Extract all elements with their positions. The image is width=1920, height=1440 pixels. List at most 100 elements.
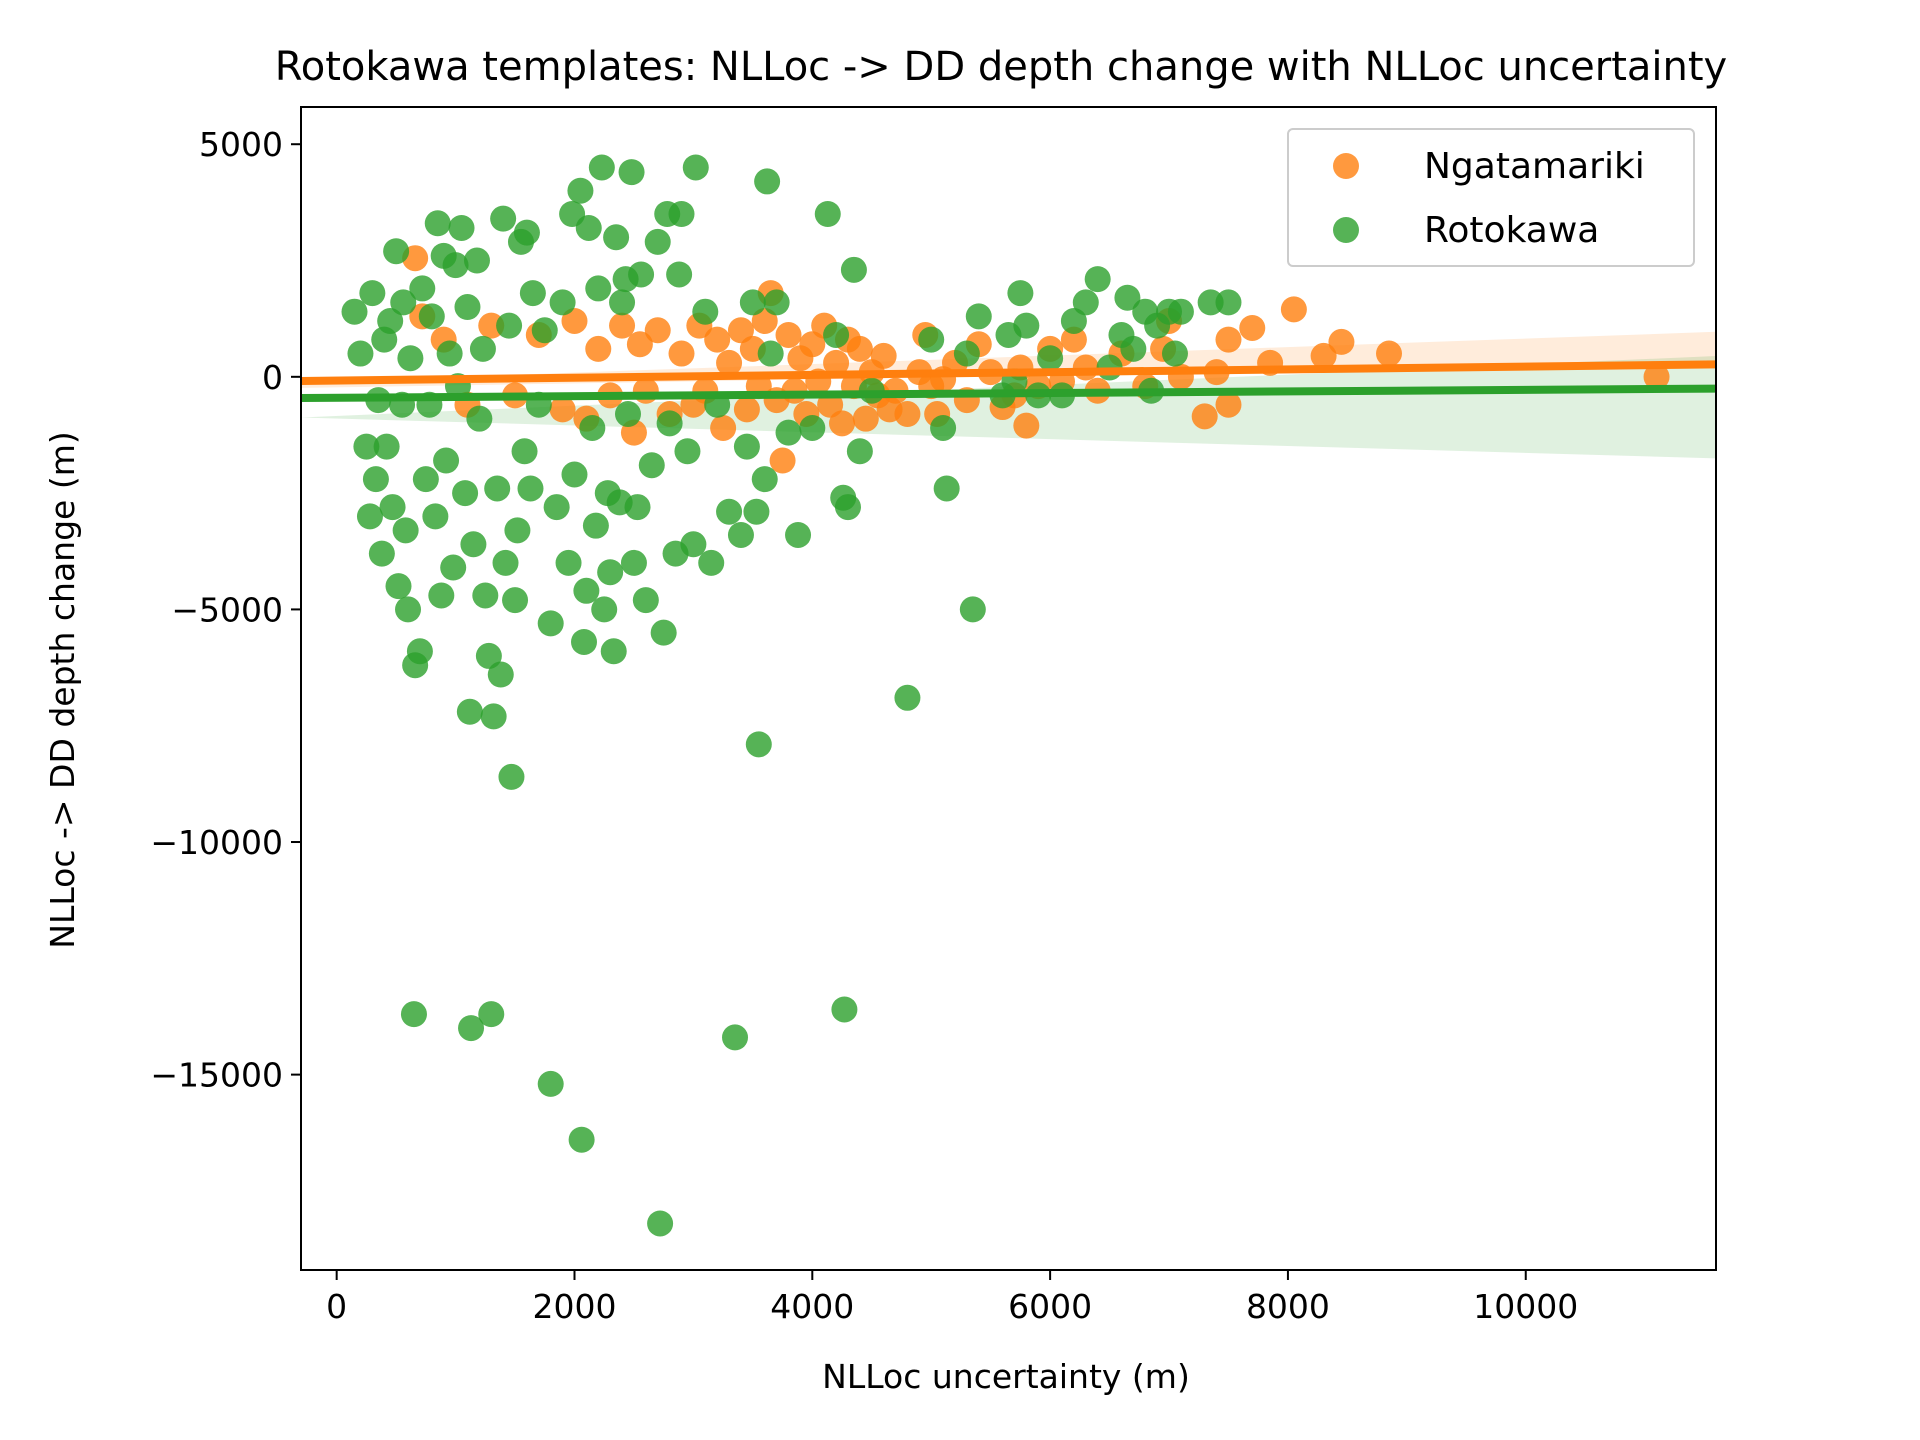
regression-line-rotokawa	[300, 384, 1717, 402]
data-point-rotokawa	[763, 289, 790, 316]
data-point-rotokawa	[600, 638, 627, 665]
data-point-rotokawa	[1215, 289, 1242, 316]
data-point-ngatamariki	[870, 342, 897, 369]
data-point-rotokawa	[571, 628, 597, 655]
data-point-rotokawa	[692, 298, 719, 325]
data-point-rotokawa	[831, 996, 858, 1023]
data-point-rotokawa	[647, 1210, 674, 1237]
data-point-ngatamariki	[1239, 314, 1266, 341]
data-point-rotokawa	[517, 475, 544, 502]
data-point-ngatamariki	[609, 312, 636, 339]
data-point-ngatamariki	[769, 447, 796, 474]
data-point-rotokawa	[418, 303, 445, 330]
data-point-rotokawa	[487, 661, 514, 688]
data-point-rotokawa	[385, 573, 412, 600]
x-axis-label: NLLoc uncertainty (m)	[822, 1357, 1190, 1396]
data-point-ngatamariki	[846, 335, 873, 362]
data-point-ngatamariki	[1215, 391, 1242, 418]
chart-title: Rotokawa templates: NLLoc -> DD depth ch…	[275, 44, 1727, 90]
data-point-rotokawa	[442, 252, 469, 279]
data-point-rotokawa	[823, 321, 850, 348]
data-point-rotokawa	[409, 275, 436, 302]
data-point-rotokawa	[918, 326, 945, 353]
data-point-rotokawa	[466, 405, 493, 432]
data-point-rotokawa	[591, 596, 618, 623]
data-point-rotokawa	[356, 503, 383, 530]
data-point-ngatamariki	[561, 307, 588, 334]
data-point-rotokawa	[347, 340, 374, 367]
x-tick-label: 2000	[532, 1287, 616, 1326]
data-point-rotokawa	[490, 205, 517, 232]
data-point-rotokawa	[502, 587, 529, 614]
data-point-ngatamariki	[775, 321, 802, 348]
legend-marker-rotokawa	[1333, 217, 1359, 243]
data-point-rotokawa	[894, 684, 921, 711]
data-point-ngatamariki	[1310, 342, 1337, 369]
data-point-ngatamariki	[829, 410, 856, 437]
legend-marker-ngatamariki	[1333, 153, 1359, 179]
data-point-rotokawa	[743, 498, 770, 525]
data-point-rotokawa	[597, 559, 624, 586]
data-point-rotokawa	[785, 521, 812, 548]
data-point-rotokawa	[1167, 298, 1194, 325]
data-point-rotokawa	[620, 549, 647, 576]
legend: Ngatamariki Rotokawa	[1287, 128, 1695, 267]
data-point-rotokawa	[585, 275, 612, 302]
data-point-rotokawa	[930, 414, 957, 441]
data-point-rotokawa	[965, 303, 992, 330]
data-point-rotokawa	[1060, 307, 1087, 334]
data-point-ngatamariki	[626, 331, 653, 358]
data-point-rotokawa	[475, 642, 502, 669]
data-point-rotokawa	[519, 280, 546, 307]
data-point-rotokawa	[424, 210, 451, 237]
data-point-rotokawa	[575, 214, 602, 241]
data-point-rotokawa	[492, 549, 519, 576]
data-point-rotokawa	[668, 200, 695, 227]
data-point-rotokawa	[463, 247, 490, 274]
data-point-rotokawa	[680, 531, 707, 558]
data-point-rotokawa	[1007, 280, 1034, 307]
data-point-rotokawa	[469, 335, 496, 362]
data-point-rotokawa	[733, 433, 760, 460]
data-point-rotokawa	[628, 261, 655, 288]
y-axis-label: NLLoc -> DD depth change (m)	[43, 431, 82, 948]
data-point-rotokawa	[484, 475, 511, 502]
data-point-rotokawa	[682, 154, 709, 181]
data-point-rotokawa	[549, 289, 576, 316]
data-point-ngatamariki	[668, 340, 695, 367]
data-point-rotokawa	[478, 1001, 505, 1028]
data-point-rotokawa	[834, 494, 861, 521]
data-point-rotokawa	[377, 307, 404, 334]
data-point-rotokawa	[373, 433, 400, 460]
data-point-rotokawa	[422, 503, 449, 530]
data-point-rotokawa	[440, 554, 467, 581]
data-point-rotokawa	[618, 159, 645, 186]
data-point-ngatamariki	[478, 312, 505, 339]
data-point-rotokawa	[454, 294, 481, 321]
data-point-rotokawa	[400, 1001, 427, 1028]
data-point-rotokawa	[537, 1070, 564, 1097]
data-point-rotokawa	[656, 410, 683, 437]
data-point-rotokawa	[531, 317, 558, 344]
data-point-ngatamariki	[852, 405, 879, 432]
data-point-rotokawa	[698, 549, 725, 576]
data-point-rotokawa	[368, 540, 395, 567]
data-point-ngatamariki	[733, 396, 760, 423]
data-point-rotokawa	[472, 582, 499, 609]
data-point-rotokawa	[933, 475, 960, 502]
x-tick-label: 4000	[770, 1287, 854, 1326]
data-point-rotokawa	[846, 438, 873, 465]
data-point-rotokawa	[436, 340, 463, 367]
data-point-rotokawa	[1072, 289, 1099, 316]
data-point-ngatamariki	[549, 396, 576, 423]
data-point-ngatamariki	[644, 317, 671, 344]
data-point-ngatamariki	[1191, 403, 1218, 430]
data-point-rotokawa	[406, 638, 433, 665]
y-tick-label: −15000	[150, 1056, 283, 1095]
data-point-rotokawa	[644, 228, 671, 255]
data-point-rotokawa	[1013, 312, 1040, 339]
data-point-rotokawa	[537, 610, 564, 637]
data-point-ngatamariki	[710, 414, 737, 441]
data-point-rotokawa	[727, 521, 754, 548]
